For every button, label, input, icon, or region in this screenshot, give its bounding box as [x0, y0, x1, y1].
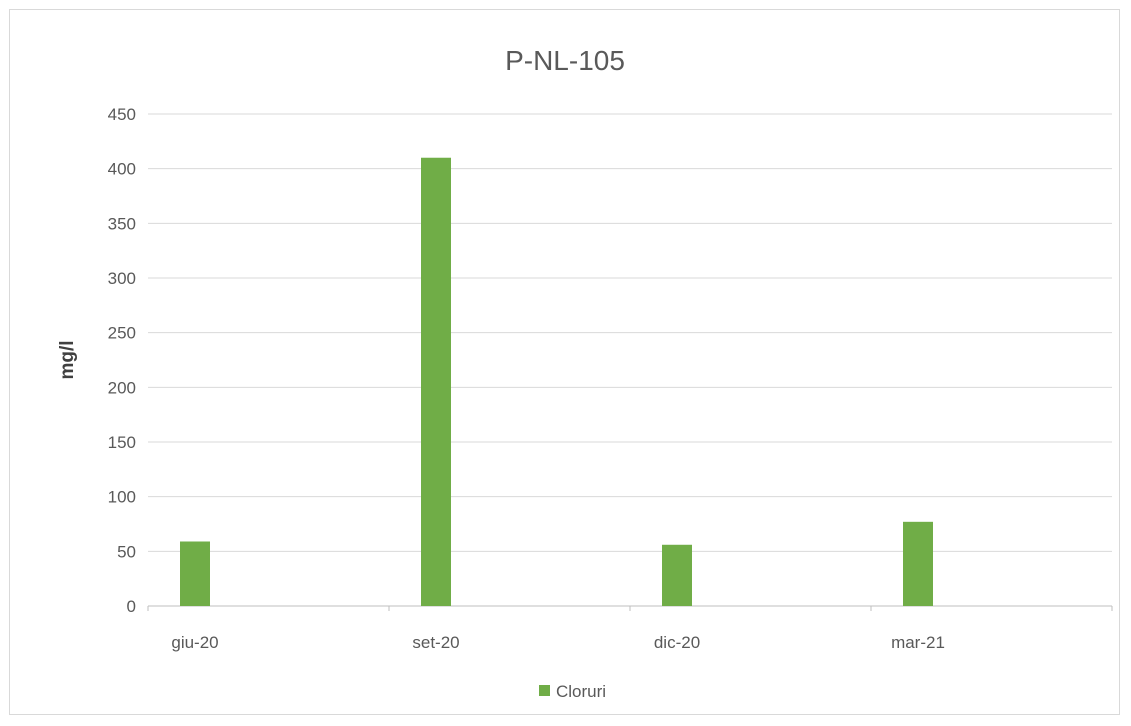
- y-tick-label: 400: [108, 160, 136, 179]
- x-tick-label: set-20: [412, 633, 459, 652]
- y-tick-label: 450: [108, 105, 136, 124]
- y-tick-label: 300: [108, 269, 136, 288]
- y-tick-label: 150: [108, 433, 136, 452]
- x-tick-label: giu-20: [171, 633, 218, 652]
- chart-title: P-NL-105: [505, 45, 625, 76]
- x-tick-label: mar-21: [891, 633, 945, 652]
- y-tick-label: 50: [117, 542, 136, 561]
- bar-dic-20: [662, 544, 692, 606]
- legend-label-cloruri: Cloruri: [556, 682, 606, 701]
- bar-mar-21: [903, 521, 933, 606]
- bars: [180, 157, 933, 606]
- y-tick-label: 0: [127, 597, 136, 616]
- y-tick-label: 250: [108, 324, 136, 343]
- x-tick-label: dic-20: [654, 633, 700, 652]
- y-tick-label: 350: [108, 214, 136, 233]
- gridlines: [148, 113, 1112, 607]
- y-tick-label: 200: [108, 378, 136, 397]
- bar-set-20: [421, 157, 451, 606]
- legend: Cloruri: [539, 682, 606, 701]
- y-axis-label: mg/l: [57, 340, 78, 379]
- y-axis-ticks: 0 50 100 150 200 250 300 350 400 450: [108, 105, 136, 616]
- legend-swatch-cloruri: [539, 685, 550, 696]
- x-axis-ticks: giu-20 set-20 dic-20 mar-21: [147, 606, 1113, 652]
- bar-giu-20: [180, 541, 210, 606]
- y-tick-label: 100: [108, 488, 136, 507]
